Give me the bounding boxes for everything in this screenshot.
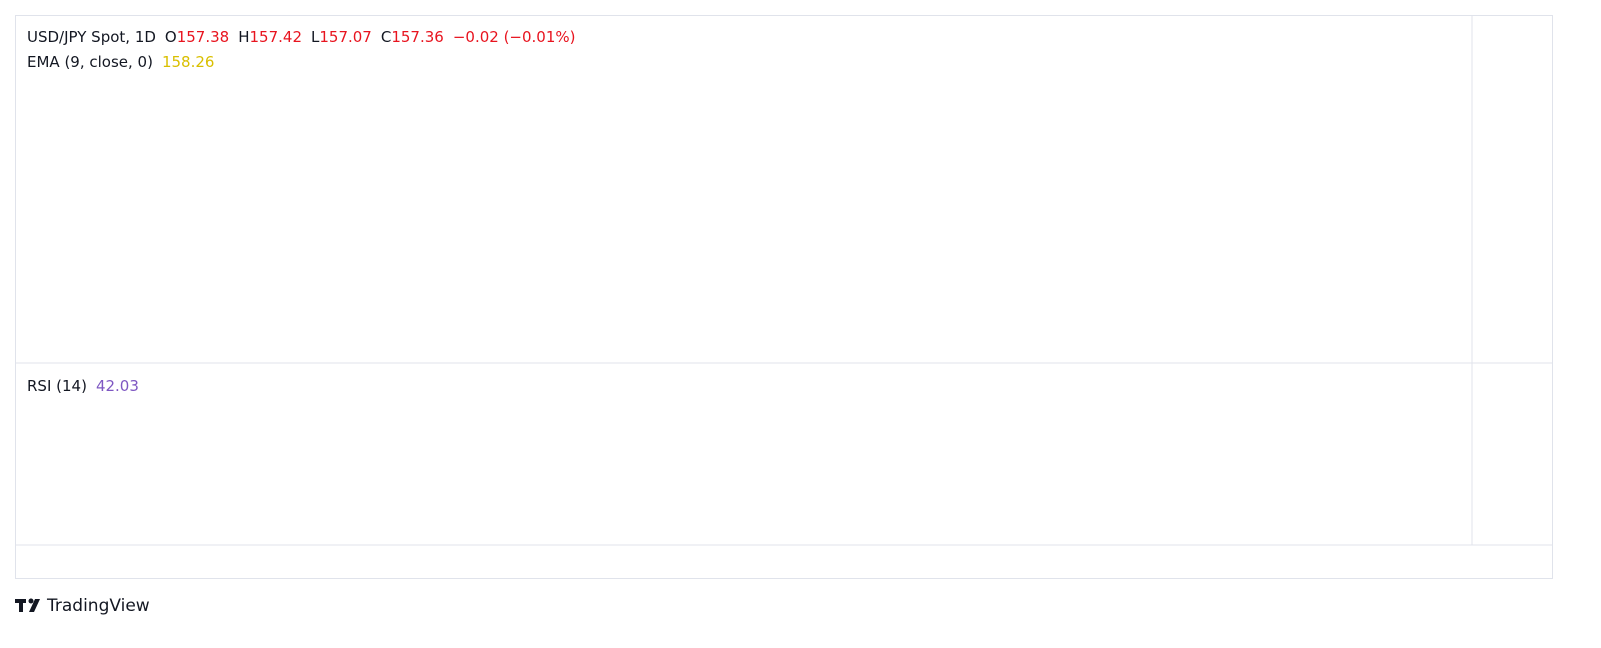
ema-header: EMA (9, close, 0) 158.26 — [27, 53, 214, 71]
header-text: 158.26 — [162, 53, 215, 71]
header-text: −0.02 (−0.01%) — [453, 28, 576, 46]
header-text: H — [238, 28, 249, 46]
header-text: 42.03 — [96, 377, 139, 395]
header-text: O — [165, 28, 177, 46]
header-text: USD/JPY Spot, 1D — [27, 28, 156, 46]
brand: TradingView — [46, 596, 150, 616]
header-text: 157.07 — [319, 28, 372, 46]
tv-logo — [15, 598, 40, 612]
header-text: 157.38 — [177, 28, 230, 46]
frame — [15, 15, 1553, 579]
rsi-header: RSI (14) 42.03 — [27, 377, 139, 395]
header-text: 157.42 — [250, 28, 303, 46]
header-text: 157.36 — [391, 28, 444, 46]
header-text: C — [381, 28, 391, 46]
header-text: L — [311, 28, 320, 46]
header: USD/JPY Spot, 1D O157.38 H157.42 L157.07 C15… — [27, 28, 576, 46]
header-text: RSI (14) — [27, 377, 87, 395]
header-text: EMA (9, close, 0) — [27, 53, 153, 71]
